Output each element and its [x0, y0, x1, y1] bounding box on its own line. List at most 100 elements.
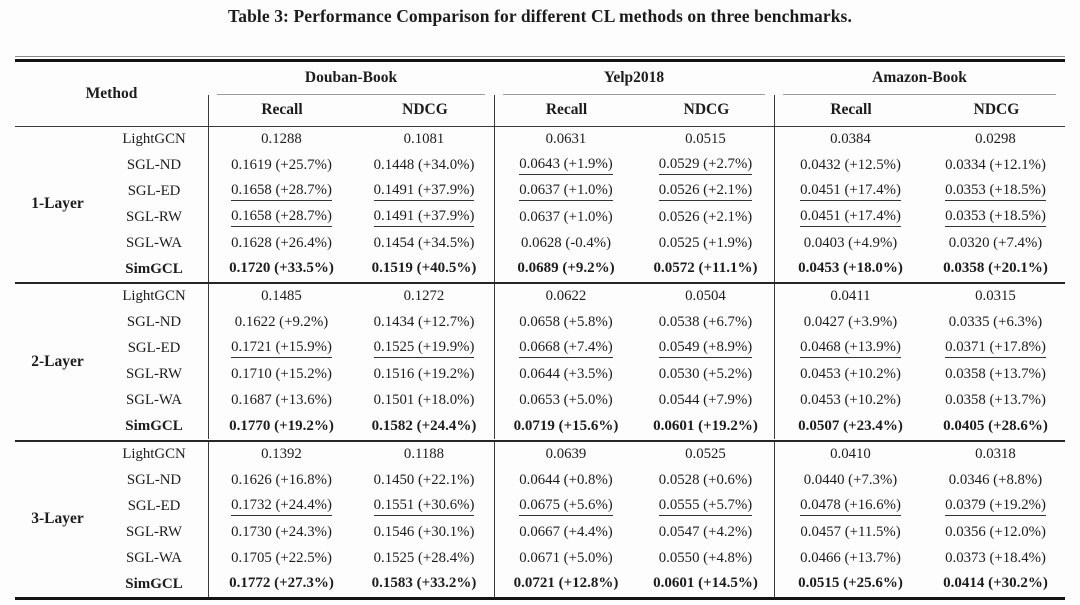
- value: 0.0298: [975, 130, 1016, 147]
- value-cell: 0.1081: [354, 127, 494, 153]
- dataset-group-yelp2018: Yelp2018 Recall NDCG: [494, 62, 774, 126]
- value-cell: 0.1525 (+28.4%): [354, 545, 494, 571]
- value: 0.0639: [545, 445, 587, 462]
- value-cell: 0.0371 (+17.8%): [926, 336, 1065, 362]
- value-cell: 0.0671 (+5.0%): [494, 545, 637, 572]
- value-cell: 0.0515 (+25.6%): [774, 571, 926, 597]
- value-cell: 0.1434 (+12.7%): [354, 310, 494, 336]
- value-cell: 0.0335 (+6.3%): [926, 310, 1065, 336]
- value-cell: 0.0453 (+10.2%): [774, 387, 926, 414]
- value: 0.1546 (+30.1%): [373, 523, 475, 540]
- value: 0.0432 (+12.5%): [800, 156, 901, 173]
- value: 0.1582 (+24.4%): [371, 417, 477, 434]
- value-cell: 0.1583 (+33.2%): [354, 571, 494, 597]
- value: 0.0410: [830, 445, 871, 462]
- column-header-recall: Recall: [830, 101, 872, 119]
- underlined-value: 0.0549 (+8.9%): [658, 339, 753, 359]
- value-cell: 0.0403 (+4.9%): [774, 230, 926, 257]
- value: 0.1730 (+24.3%): [231, 523, 332, 540]
- value-cell: 0.0668 (+7.4%): [494, 335, 637, 362]
- value-cell: 0.1710 (+15.2%): [208, 361, 354, 388]
- table-body: 1-Layer LightGCN 0.1288 0.1081 0.0631 0.0515 0…: [15, 126, 1065, 598]
- value-cell: 0.1619 (+25.7%): [208, 152, 354, 179]
- value: 0.0667 (+4.4%): [519, 523, 613, 540]
- value: 0.0318: [975, 445, 1016, 462]
- value-cell: 0.0550 (+4.8%): [637, 545, 774, 571]
- value-cell: 0.1705 (+22.5%): [208, 545, 354, 572]
- value-cell: 0.1501 (+18.0%): [354, 388, 494, 414]
- value: 0.0719 (+15.6%): [513, 417, 619, 434]
- value-cell: 0.1721 (+15.9%): [208, 335, 354, 362]
- value-cell: 0.1288: [208, 126, 354, 153]
- dataset-name: Douban-Book: [304, 68, 398, 86]
- method-cell: SGL-WA: [126, 392, 182, 409]
- value: 0.0721 (+12.8%): [513, 575, 619, 592]
- table-header: Method Douban-Book Recall NDCG Yelp2018 …: [15, 62, 1065, 127]
- dataset-group-douban-book: Douban-Book Recall NDCG: [208, 62, 494, 126]
- value-cell: 0.1188: [354, 442, 494, 468]
- value-cell: 0.1626 (+16.8%): [208, 467, 354, 494]
- method-cell: SGL-ND: [126, 471, 182, 488]
- underlined-value: 0.0529 (+2.7%): [658, 156, 753, 175]
- underlined-value: 0.0451 (+17.4%): [800, 208, 901, 227]
- value-cell: 0.1491 (+37.9%): [354, 178, 494, 204]
- value-cell: 0.0379 (+19.2%): [926, 493, 1065, 519]
- underlined-value: 0.1721 (+15.9%): [231, 339, 332, 359]
- underlined-value: 0.1525 (+19.9%): [373, 339, 475, 359]
- value: 0.1272: [403, 288, 445, 305]
- method-cell: SimGCL: [125, 575, 183, 592]
- layer-group-3-layer: 3-Layer LightGCN 0.1392 0.1188 0.0639 0.0525 0…: [15, 439, 1065, 598]
- value: 0.0631: [545, 130, 587, 147]
- value-cell: 0.1770 (+19.2%): [208, 413, 354, 440]
- value-cell: 0.0384: [774, 126, 926, 153]
- value: 0.0622: [545, 288, 587, 305]
- value-cell: 0.0653 (+5.0%): [494, 387, 637, 414]
- value: 0.0671 (+5.0%): [519, 549, 613, 566]
- value: 0.0658 (+5.8%): [519, 314, 613, 331]
- value: 0.1705 (+22.5%): [231, 549, 332, 566]
- value: 0.1628 (+26.4%): [231, 234, 332, 251]
- value: 0.0653 (+5.0%): [519, 392, 613, 409]
- value: 0.0427 (+3.9%): [803, 314, 898, 331]
- value-cell: 0.0373 (+18.4%): [926, 545, 1065, 571]
- value-cell: 0.0538 (+6.7%): [637, 310, 774, 336]
- value-cell: 0.1448 (+34.0%): [354, 152, 494, 178]
- value-cell: 0.0466 (+13.7%): [774, 545, 926, 572]
- underlined-value: 0.0379 (+19.2%): [945, 497, 1046, 516]
- method-column-header: Method: [85, 84, 138, 102]
- value-cell: 0.0644 (+3.5%): [494, 361, 637, 388]
- value-cell: 0.1772 (+27.3%): [208, 571, 354, 597]
- value-cell: 0.0622: [494, 284, 637, 310]
- value: 0.0601 (+19.2%): [653, 417, 758, 434]
- value: 0.0507 (+23.4%): [798, 417, 903, 434]
- value: 0.1720 (+33.5%): [229, 260, 334, 277]
- value: 0.0403 (+4.9%): [803, 234, 898, 251]
- column-header-ndcg: NDCG: [973, 101, 1020, 119]
- value-cell: 0.0637 (+1.0%): [494, 178, 637, 205]
- value-cell: 0.0457 (+11.5%): [774, 519, 926, 546]
- value-cell: 0.0667 (+4.4%): [494, 519, 637, 546]
- top-rule-thin: [15, 56, 1065, 57]
- value-cell: 0.0525: [637, 442, 774, 468]
- value-cell: 0.1551 (+30.6%): [354, 493, 494, 519]
- value: 0.0384: [830, 130, 871, 147]
- value: 0.0453 (+10.2%): [800, 366, 901, 383]
- value-cell: 0.0353 (+18.5%): [926, 204, 1065, 230]
- value: 0.1525 (+28.4%): [373, 549, 475, 566]
- value-cell: 0.0601 (+19.2%): [637, 414, 774, 440]
- value: 0.1288: [261, 130, 302, 147]
- value: 0.0466 (+13.7%): [800, 549, 901, 566]
- underlined-value: 0.0675 (+5.6%): [519, 497, 613, 516]
- metric-subheaders: Recall NDCG: [494, 94, 774, 126]
- value-cell: 0.0601 (+14.5%): [637, 571, 774, 597]
- underlined-value: 0.1658 (+28.7%): [231, 182, 332, 201]
- dataset-name: Yelp2018: [603, 68, 665, 86]
- value-cell: 0.0315: [926, 284, 1065, 310]
- value-cell: 0.1628 (+26.4%): [208, 230, 354, 257]
- value: 0.0504: [685, 288, 726, 305]
- underlined-value: 0.0637 (+1.0%): [519, 182, 613, 201]
- value: 0.1710 (+15.2%): [231, 366, 332, 383]
- value: 0.0601 (+14.5%): [653, 575, 758, 592]
- value: 0.0525 (+1.9%): [658, 234, 753, 251]
- value-cell: 0.1272: [354, 284, 494, 310]
